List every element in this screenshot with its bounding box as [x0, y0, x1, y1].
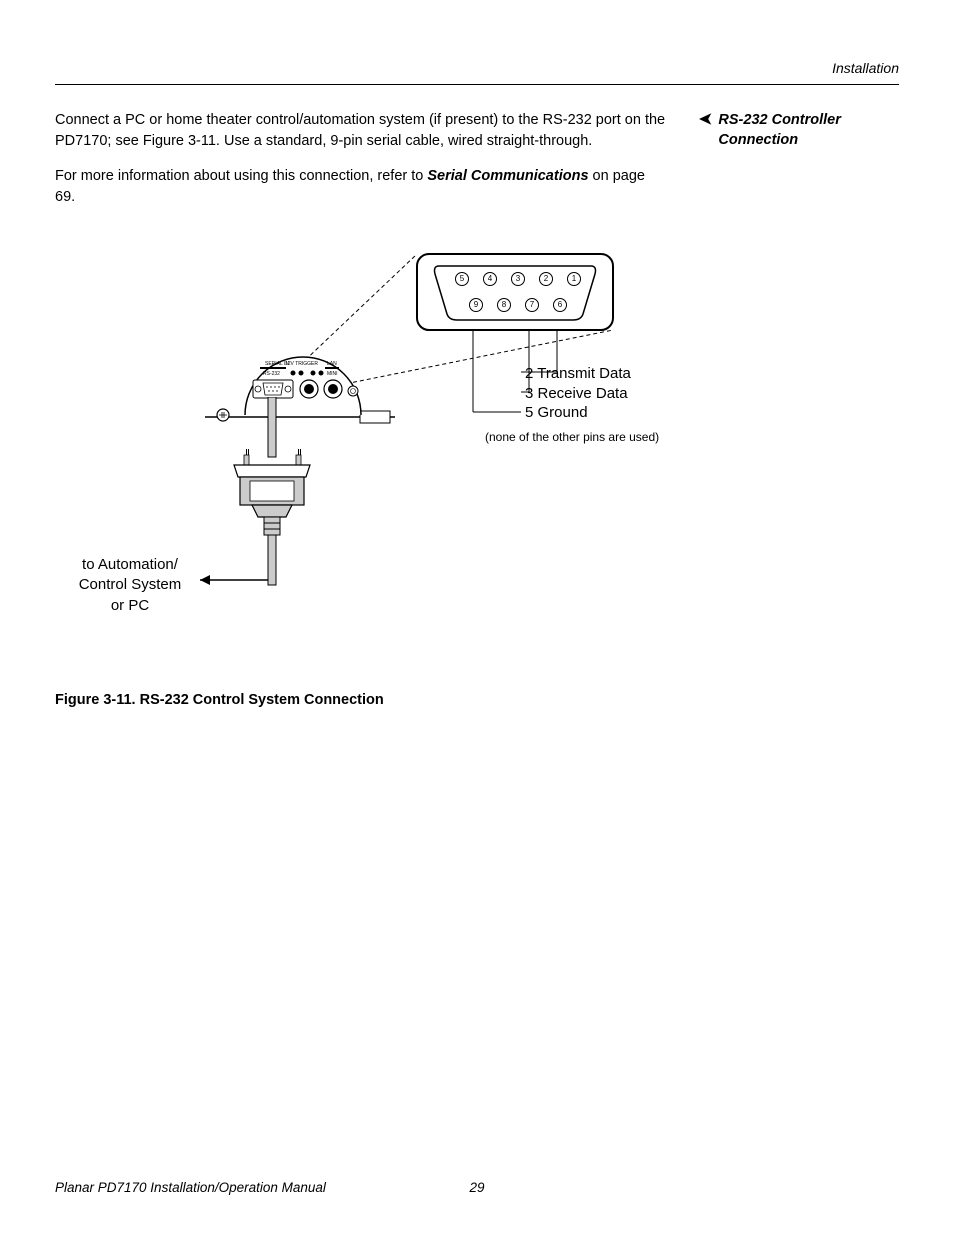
- destination-label: to Automation/ Control System or PC: [65, 555, 195, 616]
- pin-1: 1: [567, 272, 581, 286]
- header-rule: [55, 84, 899, 85]
- dest-line3: or PC: [65, 596, 195, 616]
- pin-6: 6: [553, 298, 567, 312]
- dest-line1: to Automation/: [65, 555, 195, 575]
- margin-note: ➤ RS-232 Controller Connection: [699, 110, 899, 222]
- pin-label-3: 3 Receive Data: [525, 384, 631, 404]
- margin-note-line1: RS-232 Controller: [718, 110, 840, 130]
- pin-8: 8: [497, 298, 511, 312]
- panel-label-mini: MINI: [327, 371, 338, 377]
- pin-7: 7: [525, 298, 539, 312]
- pin-label-2: 2 Transmit Data: [525, 364, 631, 384]
- footer-page-number: 29: [469, 1180, 484, 1195]
- pin-2: 2: [539, 272, 553, 286]
- arrow-left-icon: ➤: [699, 110, 712, 222]
- page-footer: Planar PD7170 Installation/Operation Man…: [55, 1180, 899, 1195]
- pin-labels: 2 Transmit Data 3 Receive Data 5 Ground: [525, 364, 631, 423]
- content-row: Connect a PC or home theater control/aut…: [55, 110, 899, 222]
- pin-3: 3: [511, 272, 525, 286]
- figure-caption: Figure 3-11. RS-232 Control System Conne…: [55, 692, 899, 708]
- db9-icon: [415, 252, 615, 332]
- pin-note: (none of the other pins are used): [485, 430, 659, 444]
- panel-label-trigger: 12V TRIGGER: [285, 361, 318, 367]
- panel-label-lan: LAN: [327, 361, 337, 367]
- p2-ref: Serial Communications: [427, 168, 588, 184]
- p2-lead: For more information about using this co…: [55, 168, 427, 184]
- pin-9: 9: [469, 298, 483, 312]
- pin-label-5: 5 Ground: [525, 403, 631, 423]
- db9-connector-detail: 5 4 3 2 1 9 8 7 6: [415, 252, 615, 332]
- dest-line2: Control System: [65, 575, 195, 595]
- margin-note-text: RS-232 Controller Connection: [718, 110, 840, 222]
- paragraph-2: For more information about using this co…: [55, 166, 669, 208]
- figure-diagram: 5 4 3 2 1 9 8 7 6 2 Transmit Data 3 Rece…: [65, 252, 705, 652]
- section-header: Installation: [55, 60, 899, 76]
- main-text: Connect a PC or home theater control/aut…: [55, 110, 669, 222]
- margin-note-line2: Connection: [718, 130, 840, 150]
- panel-label-rs232: RS-232: [263, 371, 280, 377]
- page: Installation Connect a PC or home theate…: [0, 0, 954, 1235]
- pin-5: 5: [455, 272, 469, 286]
- cable-icon: [220, 397, 370, 597]
- pin-4: 4: [483, 272, 497, 286]
- paragraph-1: Connect a PC or home theater control/aut…: [55, 110, 669, 152]
